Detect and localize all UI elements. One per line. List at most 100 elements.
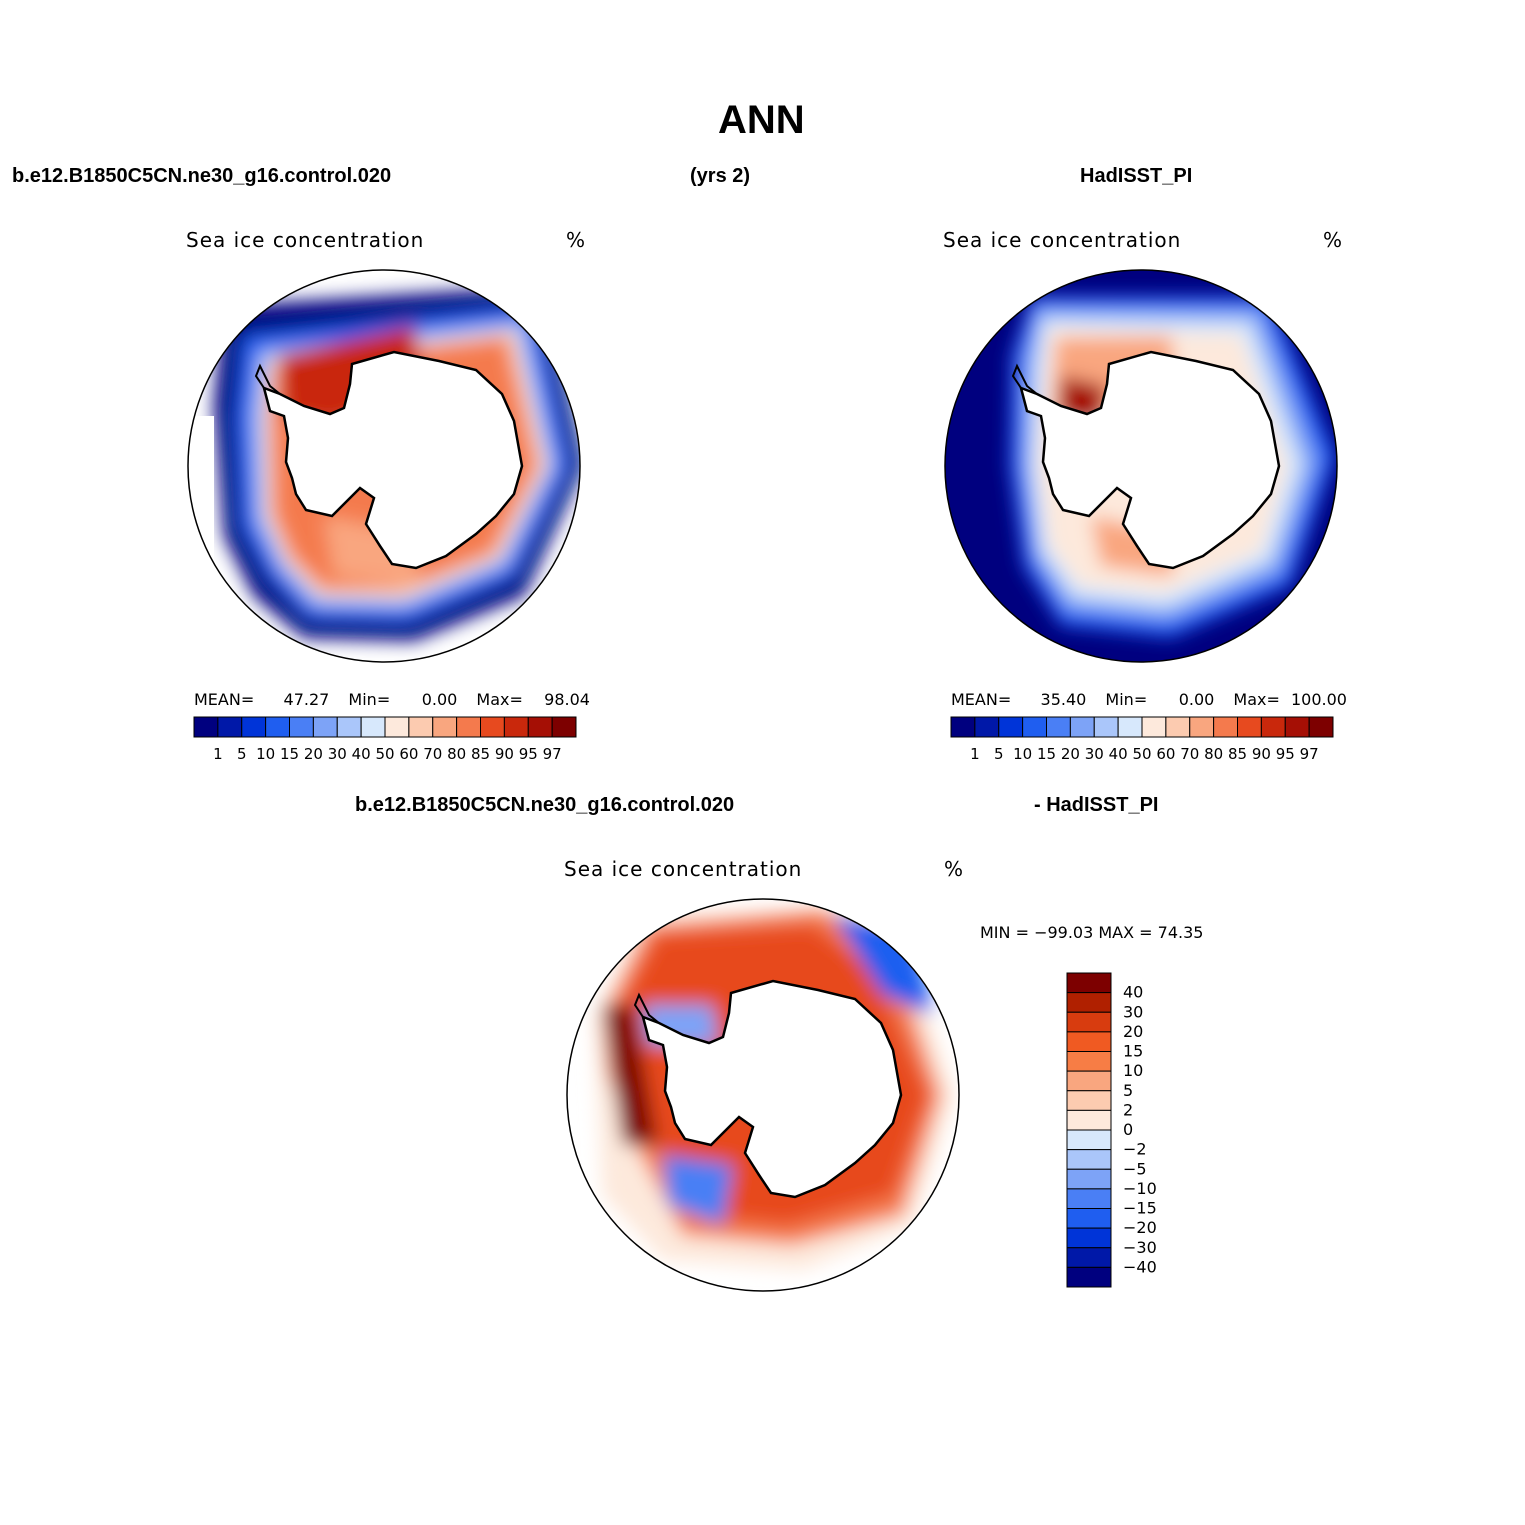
obs-colorbar-tick-label: 15: [1037, 745, 1056, 763]
obs-min-label: Min=: [1105, 690, 1148, 709]
obs-colorbar-tick-label: 95: [1276, 745, 1295, 763]
obs-colorbar-box: [1046, 716, 1071, 738]
model-colorbar-tick-label: 1: [213, 745, 223, 763]
diff-colorbar-tick-label: −10: [1123, 1179, 1157, 1198]
model-colorbar: 1 5 10 15 20 30 40 50 60 70 80 85 90 95 97: [193, 716, 577, 763]
plot-title: ANN: [718, 98, 805, 142]
diff-colorbar-box: [1066, 1090, 1112, 1111]
model-colorbar-tick-label: 30: [328, 745, 347, 763]
diff-colorbar-box: [1066, 972, 1112, 994]
obs-colorbar-tick-label: 70: [1180, 745, 1199, 763]
diff-colorbar-tick-label: −5: [1123, 1159, 1147, 1178]
model-mean-label: MEAN=: [194, 690, 255, 709]
obs-colorbar-box: [1260, 716, 1286, 738]
model-colorbar-tick-label: 15: [280, 745, 299, 763]
obs-stats: MEAN= 35.40 Min= 0.00 Max= 100.00: [951, 690, 1347, 709]
diff-colorbar-box: [1066, 1149, 1112, 1170]
years-label: (yrs 2): [690, 165, 751, 187]
model-min-value: 0.00: [421, 690, 458, 709]
obs-max-value: 100.00: [1291, 690, 1347, 709]
model-colorbar-box: [408, 716, 434, 738]
obs-colorbar-tick-label: 80: [1204, 745, 1223, 763]
obs-colorbar-box: [1093, 716, 1119, 738]
obs-colorbar-tick-label: 90: [1252, 745, 1271, 763]
obs-colorbar-box: [950, 716, 976, 738]
model-colorbar-tick-label: 10: [256, 745, 275, 763]
diff-variable-label: Sea ice concentration: [564, 857, 803, 881]
model-colorbar-box: [336, 716, 362, 738]
obs-colorbar-tick-label: 40: [1109, 745, 1128, 763]
diff-colorbar-box: [1066, 1168, 1112, 1190]
diff-colorbar-box: [1066, 1051, 1112, 1072]
model-max-label: Max=: [476, 690, 523, 709]
model-colorbar-tick-label: 20: [304, 745, 323, 763]
diff-colorbar-tick-label: −2: [1123, 1140, 1147, 1159]
diff-colorbar-tick-label: 15: [1123, 1042, 1143, 1061]
obs-name-top: HadISST_PI: [1080, 165, 1193, 187]
model-max-value: 98.04: [544, 690, 590, 709]
diff-colorbar-tick-label: −30: [1123, 1238, 1157, 1257]
model-colorbar-tick-label: 85: [471, 745, 490, 763]
obs-colorbar-tick-label: 20: [1061, 745, 1080, 763]
model-stats: MEAN= 47.27 Min= 0.00 Max= 98.04: [194, 690, 590, 709]
model-colorbar-box: [384, 716, 410, 738]
model-colorbar-box: [551, 716, 577, 738]
model-units-label: %: [566, 228, 587, 252]
diff-colorbar-box: [1066, 1266, 1112, 1288]
model-colorbar-box: [432, 716, 458, 738]
diff-colorbar-tick-label: −40: [1123, 1257, 1157, 1276]
diff-colorbar-box: [1066, 1011, 1112, 1033]
model-colorbar-tick-label: 80: [447, 745, 466, 763]
model-colorbar-box: [265, 716, 290, 738]
obs-colorbar-tick-label: 85: [1228, 745, 1247, 763]
diff-colorbar-box: [1066, 1208, 1112, 1229]
model-colorbar-box: [360, 716, 386, 738]
diff-colorbar-box: [1066, 992, 1112, 1013]
obs-variable-label: Sea ice concentration: [943, 228, 1182, 252]
model-colorbar-tick-label: 50: [375, 745, 394, 763]
diff-colorbar-box: [1066, 1129, 1112, 1151]
model-colorbar-box: [217, 716, 243, 738]
obs-colorbar-tick-label: 30: [1085, 745, 1104, 763]
obs-colorbar-box: [1141, 716, 1167, 738]
diff-colorbar-box: [1066, 1247, 1112, 1268]
case-name-bottom: b.e12.B1850C5CN.ne30_g16.control.020: [355, 794, 735, 816]
obs-colorbar-box: [998, 716, 1024, 738]
model-colorbar-tick-label: 97: [543, 745, 562, 763]
model-colorbar-box: [503, 716, 529, 738]
diff-colorbar-tick-label: −20: [1123, 1218, 1157, 1237]
diff-colorbar-tick-label: 30: [1123, 1002, 1143, 1021]
model-colorbar-tick-label: 60: [399, 745, 418, 763]
model-colorbar-box: [480, 716, 505, 738]
diff-colorbar-tick-label: 5: [1123, 1081, 1133, 1100]
obs-name-bottom: - HadISST_PI: [1034, 794, 1159, 816]
model-colorbar-tick-label: 70: [423, 745, 442, 763]
diff-colorbar-box: [1066, 1031, 1112, 1052]
diff-map: [566, 898, 960, 1292]
obs-colorbar-box: [1213, 716, 1238, 738]
model-colorbar-tick-label: 95: [519, 745, 538, 763]
model-map: [187, 269, 581, 663]
obs-min-value: 0.00: [1178, 690, 1215, 709]
obs-colorbar-box: [1117, 716, 1143, 738]
obs-colorbar-box: [1069, 716, 1095, 738]
obs-mean-value: 35.40: [1040, 690, 1087, 709]
obs-colorbar-tick-label: 1: [970, 745, 980, 763]
model-colorbar-box: [241, 716, 267, 738]
obs-colorbar: 1 5 10 15 20 30 40 50 60 70 80 85 90 95 97: [950, 716, 1334, 763]
model-colorbar-box: [289, 716, 314, 738]
diff-colorbar-box: [1066, 1227, 1112, 1249]
obs-colorbar-tick-label: 97: [1300, 745, 1319, 763]
model-colorbar-tick-label: 40: [352, 745, 371, 763]
obs-colorbar-box: [1022, 716, 1047, 738]
obs-colorbar-box: [974, 716, 1000, 738]
model-min-label: Min=: [348, 690, 391, 709]
diff-colorbar-box: [1066, 1109, 1112, 1131]
diff-colorbar-tick-label: 10: [1123, 1061, 1143, 1080]
antarctic-peninsula: [254, 363, 281, 395]
diff-colorbar-tick-label: 2: [1123, 1100, 1133, 1119]
obs-max-label: Max=: [1233, 690, 1280, 709]
diff-colorbar-tick-label: 40: [1123, 983, 1143, 1002]
model-mean-value: 47.27: [283, 690, 330, 709]
